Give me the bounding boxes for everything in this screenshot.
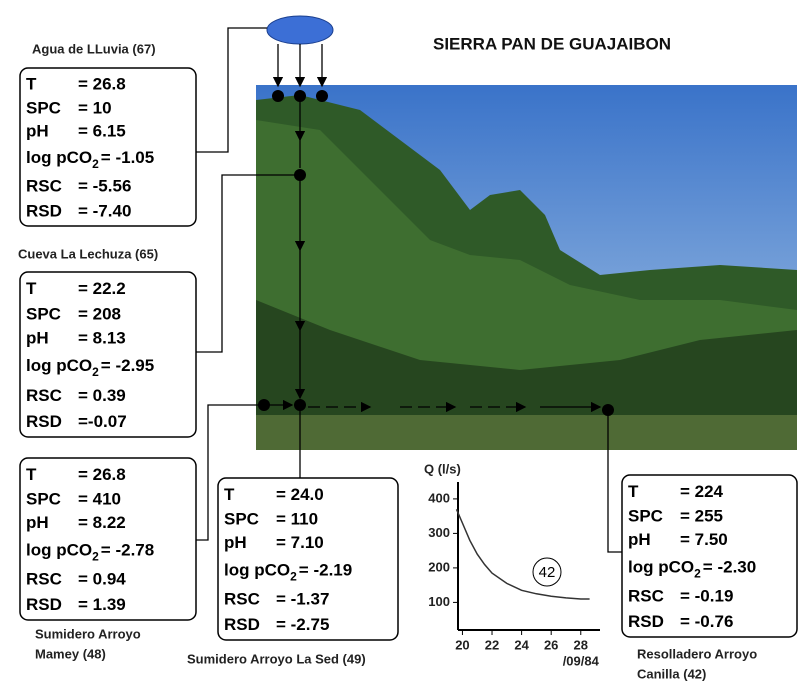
param-label: T [26,279,37,298]
param-value: = -0.76 [680,612,733,631]
param-value: = 24.0 [276,485,324,504]
param-value: = 110 [276,510,318,529]
param-subscript: 2 [92,549,99,563]
param-value: =-0.07 [78,412,127,431]
param-value: = -0.19 [680,586,733,605]
param-subscript: 2 [290,569,297,583]
param-label: RSC [26,569,62,588]
param-value: = 8.13 [78,328,126,347]
param-label: SPC [224,510,259,529]
param-value: = -2.78 [101,541,154,560]
param-value: = -1.05 [101,148,154,167]
param-label: RSC [224,589,260,608]
param-label: RSD [224,615,260,634]
param-label: pH [26,121,49,140]
param-label: SPC [26,490,61,509]
page: SIERRA PAN DE GUAJAIBON Agua de LLuvia (… [0,0,803,684]
station-name: Agua de LLuvia (67) [32,41,156,56]
param-label: RSD [26,595,62,614]
param-label: RSD [26,412,62,431]
param-value: = 0.39 [78,386,126,405]
y-axis-label: Q (l/s) [424,461,461,476]
param-value: = 8.22 [78,513,126,532]
station-name: Canilla (42) [637,666,706,681]
discharge-curve [457,509,590,599]
param-label: RSC [26,176,62,195]
param-name: log pCO [26,148,92,167]
title: SIERRA PAN DE GUAJAIBON [433,34,671,53]
x-tick-label: 22 [485,637,499,652]
param-value: = -2.30 [703,558,756,577]
param-label: pH [628,530,651,549]
param-value: = 255 [680,507,723,526]
param-value: = 26.8 [78,74,126,93]
param-value: = 6.15 [78,121,126,140]
param-label: pH [26,328,49,347]
y-tick-label: 300 [428,525,450,540]
param-value: = 410 [78,490,121,509]
param-name: log pCO [26,541,92,560]
x-tick-label: 24 [514,637,529,652]
param-value: = 26.8 [78,465,126,484]
param-label: SPC [26,98,61,117]
param-value: = 10 [78,98,112,117]
param-value: = -2.95 [101,357,154,376]
param-label: T [224,485,235,504]
param-label: RSD [26,201,62,220]
source-ellipse [267,16,333,44]
param-value: = 7.10 [276,533,324,552]
param-value: = 1.39 [78,595,126,614]
param-label: RSC [26,386,62,405]
tag-label: 42 [539,564,556,581]
x-note: /09/84 [563,653,600,668]
param-label: pH [26,513,49,532]
param-name: log pCO [224,561,290,580]
param-value: = 22.2 [78,279,126,298]
param-value: = 0.94 [78,569,126,588]
param-value: = -1.37 [276,589,329,608]
param-value: = -5.56 [78,176,131,195]
y-tick-label: 400 [428,490,450,505]
station-name: Mamey (48) [35,646,106,661]
param-value: = 7.50 [680,530,728,549]
param-label: SPC [628,507,663,526]
station-name: Cueva La Lechuza (65) [18,246,158,261]
param-label: T [26,74,37,93]
param-label: T [26,465,37,484]
param-label: RSC [628,586,664,605]
station-name: Sumidero Arroyo [35,626,141,641]
x-tick-label: 28 [574,637,588,652]
param-subscript: 2 [92,365,99,379]
param-value: = 208 [78,304,121,323]
param-label: T [628,482,639,501]
param-label: RSD [628,612,664,631]
x-tick-label: 26 [544,637,558,652]
photo [256,85,797,450]
y-tick-label: 200 [428,559,450,574]
param-value: = 224 [680,482,724,501]
param-name: log pCO [628,558,694,577]
y-tick-label: 100 [428,594,450,609]
param-label: pH [224,533,247,552]
station-name: Sumidero Arroyo La Sed (49) [187,651,366,666]
param-value: = -7.40 [78,201,131,220]
station-name: Resolladero Arroyo [637,646,757,661]
param-value: = -2.19 [299,561,352,580]
param-name: log pCO [26,357,92,376]
param-subscript: 2 [92,157,99,171]
param-value: = -2.75 [276,615,329,634]
x-tick-label: 20 [455,637,469,652]
param-subscript: 2 [694,566,701,580]
param-label: SPC [26,304,61,323]
